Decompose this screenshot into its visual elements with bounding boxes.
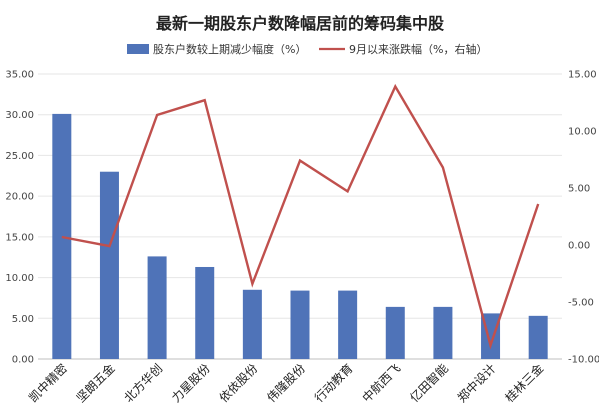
y-axis-left: 0.00 5.00 10.00 15.00 20.00 25.00 30.00 35.00 xyxy=(5,70,34,366)
category-label: 依依股份 xyxy=(216,361,261,406)
y-left-tick-label: 10.00 xyxy=(5,273,34,284)
category-label: 中航西飞 xyxy=(359,361,404,406)
category-label: 伟隆股份 xyxy=(264,361,309,406)
y-right-tick-label: 10.00 xyxy=(568,127,597,138)
category-label: 行动教育 xyxy=(311,361,356,406)
category-label: 力星股份 xyxy=(169,361,213,405)
bar xyxy=(290,290,310,359)
x-axis-categories: 凯中精密 坚朗五金 北方华创 力星股份 依依股份 伟隆股份 行动教育 中航西飞 亿田智能 郑中设计… xyxy=(25,361,546,406)
y-right-tick-label: -10.00 xyxy=(568,355,599,366)
category-label: 北方华创 xyxy=(121,361,166,406)
chart-title: 最新一期股东户数降幅居前的筹码集中股 xyxy=(156,14,445,33)
category-label: 桂林三金 xyxy=(502,361,547,406)
bar xyxy=(338,290,358,359)
bar xyxy=(528,315,548,359)
series-line xyxy=(61,83,540,350)
category-label: 凯中精密 xyxy=(25,361,70,406)
bar xyxy=(99,171,119,359)
line-series xyxy=(61,83,540,350)
y-right-tick-label: 15.00 xyxy=(568,70,597,81)
y-left-tick-label: 35.00 xyxy=(5,70,34,81)
legend-bar-swatch xyxy=(127,44,149,54)
y-left-tick-label: 5.00 xyxy=(12,314,34,325)
bar xyxy=(385,306,405,359)
y-axis-right: -10.00 -5.00 0.00 5.00 10.00 15.00 xyxy=(568,70,599,366)
category-label: 坚朗五金 xyxy=(73,361,118,406)
y-right-tick-label: 5.00 xyxy=(568,184,590,195)
y-left-tick-label: 30.00 xyxy=(5,110,34,121)
legend: 股东户数较上期减少幅度（%） 9月以来涨跌幅（%，右轴） xyxy=(127,42,487,56)
legend-line-label: 9月以来涨跌幅（%，右轴） xyxy=(349,42,487,56)
category-label: 郑中设计 xyxy=(454,361,499,406)
bar xyxy=(147,256,167,359)
y-right-tick-label: -5.00 xyxy=(568,298,594,309)
y-left-tick-label: 15.00 xyxy=(5,232,34,243)
y-left-tick-label: 20.00 xyxy=(5,192,34,203)
bar xyxy=(195,266,215,359)
category-label: 亿田智能 xyxy=(406,361,451,406)
y-right-tick-label: 0.00 xyxy=(568,241,590,252)
bar xyxy=(242,289,262,359)
y-left-tick-label: 0.00 xyxy=(12,355,34,366)
gridlines xyxy=(38,73,562,360)
y-left-tick-label: 25.00 xyxy=(5,151,34,162)
bar xyxy=(433,306,453,359)
bar xyxy=(52,113,72,360)
legend-bar-label: 股东户数较上期减少幅度（%） xyxy=(153,42,306,56)
